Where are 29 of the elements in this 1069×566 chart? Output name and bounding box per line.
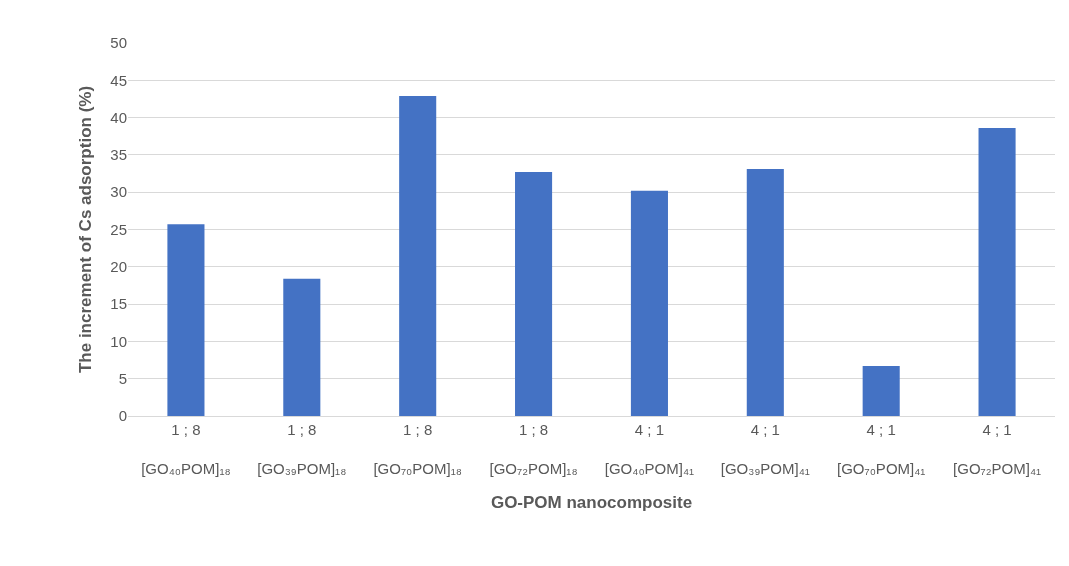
category-label: 1 ; 8 [GO₄₀POM]₁₈: [141, 421, 231, 477]
y-tick-label: 5: [118, 369, 127, 387]
y-tick-label: 0: [118, 407, 127, 425]
y-tick-label: 45: [110, 71, 127, 89]
category-label: 1 ; 8 [GO₃₉POM]₁₈: [257, 421, 347, 477]
bar: [978, 128, 1016, 416]
y-tick-label: 40: [110, 108, 127, 126]
bar: [630, 190, 668, 416]
y-tick-label: 30: [110, 183, 127, 201]
y-tick-label: 15: [110, 295, 127, 313]
y-tick-label: 20: [110, 258, 127, 276]
category-label: 1 ; 8 [GO₇₀POM]₁₈: [373, 421, 462, 477]
y-tick-label: 35: [110, 146, 127, 164]
category-label: 4 ; 1 [GO₄₀POM]₄₁: [604, 421, 695, 477]
bar: [862, 366, 900, 416]
bar: [283, 278, 321, 416]
y-axis-title: The increment of Cs adsorption (%): [75, 85, 95, 374]
y-tick-label: 50: [110, 34, 127, 52]
category-label: 4 ; 1 [GO₇₂POM]₄₁: [953, 421, 1042, 477]
category-label: 4 ; 1 [GO₃₉POM]₄₁: [720, 421, 810, 477]
category-label: 1 ; 8 [GO₇₂POM]₁₈: [489, 421, 578, 477]
bar: [515, 172, 553, 416]
category-label: 4 ; 1 [GO₇₀POM]₄₁: [836, 421, 926, 477]
bar: [746, 169, 784, 416]
y-tick-label: 25: [110, 220, 127, 238]
bar: [399, 95, 437, 416]
bar: [167, 224, 205, 416]
x-axis-title: GO-POM nanocomposite: [490, 493, 693, 513]
y-tick-label: 10: [110, 332, 127, 350]
